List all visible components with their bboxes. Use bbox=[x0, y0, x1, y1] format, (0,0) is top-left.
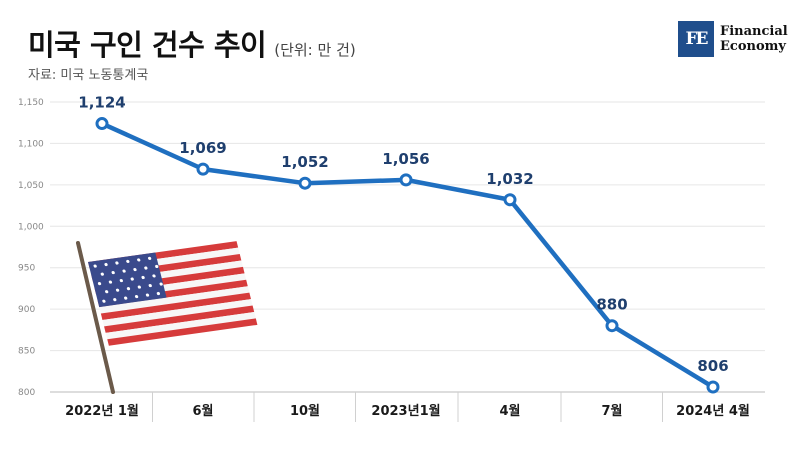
logo-line-1: Financial bbox=[720, 24, 788, 39]
logo-wordmark: Financial Economy bbox=[720, 24, 788, 54]
flag-star bbox=[133, 267, 137, 272]
flag-star bbox=[115, 261, 119, 265]
flag-star bbox=[97, 282, 102, 286]
flag-body bbox=[88, 241, 258, 346]
flag-star bbox=[134, 294, 139, 299]
data-point bbox=[503, 193, 517, 207]
financial-economy-logo: FE Financial Economy bbox=[678, 21, 788, 57]
y-tick-label: 950 bbox=[18, 264, 35, 274]
x-tick-label: 2022년 1월 bbox=[65, 403, 139, 419]
data-points bbox=[95, 117, 720, 394]
flag-star bbox=[115, 288, 120, 292]
flag-star bbox=[122, 269, 126, 273]
flag-star bbox=[152, 274, 156, 278]
flag-stripe bbox=[102, 299, 253, 327]
data-label: 880 bbox=[596, 296, 627, 314]
fe-logo-icon: FE bbox=[678, 21, 714, 57]
flag-pole bbox=[76, 241, 115, 394]
y-tick-label: 1,050 bbox=[18, 181, 44, 191]
data-label: 1,052 bbox=[281, 153, 328, 171]
x-tick-label: 2023년1월 bbox=[371, 403, 440, 419]
y-tick-label: 1,150 bbox=[18, 98, 44, 108]
flag-stripe bbox=[99, 286, 250, 314]
us-flag-icon bbox=[76, 241, 258, 394]
flag-star bbox=[102, 299, 106, 303]
flag-stripe bbox=[100, 292, 251, 320]
data-point bbox=[196, 162, 210, 176]
data-label: 1,032 bbox=[486, 170, 533, 188]
y-tick-label: 850 bbox=[18, 347, 35, 357]
y-tick-label: 1,000 bbox=[18, 222, 44, 232]
flag-star bbox=[105, 290, 109, 294]
data-point bbox=[706, 380, 720, 394]
flag-star bbox=[130, 277, 134, 281]
x-tick-label: 10월 bbox=[290, 403, 320, 419]
chart-title: 미국 구인 건수 추이 bbox=[28, 28, 267, 62]
data-point bbox=[95, 117, 109, 131]
flag-star bbox=[126, 259, 130, 264]
data-label: 1,069 bbox=[179, 139, 226, 157]
flag-star bbox=[93, 264, 97, 268]
flag-stripe bbox=[104, 305, 255, 333]
flag-canton bbox=[88, 252, 167, 308]
y-axis: 1,150 1,100 1,050 1,000 950 900 850 800 bbox=[18, 98, 44, 398]
logo-line-2: Economy bbox=[720, 39, 786, 54]
flag-star bbox=[108, 280, 113, 284]
data-point bbox=[298, 176, 312, 190]
flag-star bbox=[147, 256, 152, 260]
x-tick-label: 6월 bbox=[192, 403, 213, 419]
flag-star bbox=[119, 278, 123, 283]
y-tick-label: 900 bbox=[18, 305, 35, 315]
data-labels: 1,124 1,069 1,052 1,056 1,032 880 806 bbox=[78, 94, 728, 375]
flag-star bbox=[156, 291, 161, 296]
flag-star bbox=[104, 262, 108, 267]
flag-star bbox=[159, 282, 163, 286]
x-tick-label: 7월 bbox=[601, 403, 622, 419]
flag-star bbox=[126, 287, 131, 291]
flag-stripe bbox=[107, 318, 258, 346]
flag-star bbox=[100, 272, 104, 276]
flag-stripe bbox=[105, 311, 256, 340]
flag-star bbox=[111, 271, 115, 275]
flag-star bbox=[113, 298, 117, 302]
x-tick-label: 4월 bbox=[499, 403, 520, 419]
data-point bbox=[605, 319, 619, 333]
data-label: 806 bbox=[697, 357, 728, 375]
flag-star bbox=[155, 264, 159, 269]
x-tick-label: 2024년 4월 bbox=[676, 403, 750, 419]
data-label: 1,124 bbox=[78, 94, 125, 112]
flag-star bbox=[137, 258, 141, 262]
flag-star bbox=[148, 283, 152, 288]
x-axis: 2022년 1월 6월 10월 2023년1월 4월 7월 2024년 4월 bbox=[65, 392, 750, 422]
flag-star bbox=[144, 266, 148, 270]
data-label: 1,056 bbox=[382, 150, 429, 168]
title-block: 미국 구인 건수 추이 (단위: 만 건) bbox=[28, 22, 356, 64]
y-tick-label: 1,100 bbox=[18, 139, 44, 149]
flag-star bbox=[124, 296, 128, 300]
gridlines bbox=[50, 101, 765, 393]
flag-star bbox=[145, 293, 150, 297]
flag-star bbox=[137, 285, 141, 289]
flag-star bbox=[141, 275, 145, 280]
source-note: 자료: 미국 노동통계국 bbox=[28, 68, 149, 83]
data-point bbox=[399, 173, 413, 187]
y-tick-label: 800 bbox=[18, 388, 35, 398]
unit-note: (단위: 만 건) bbox=[274, 41, 356, 59]
